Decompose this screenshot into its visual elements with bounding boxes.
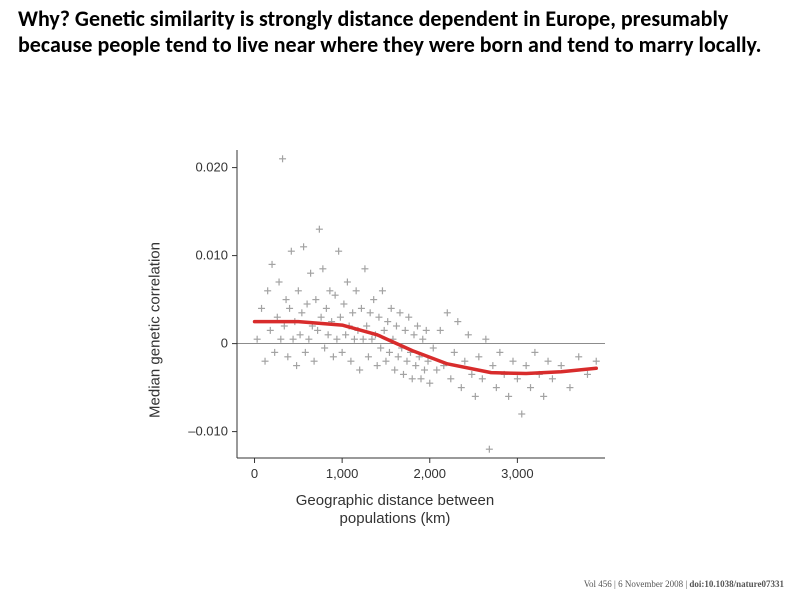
svg-text:0.020: 0.020 [195, 160, 228, 175]
svg-text:2,000: 2,000 [413, 466, 446, 481]
x-axis-label: Geographic distance betweenpopulations (… [296, 492, 494, 528]
svg-text:3,000: 3,000 [501, 466, 534, 481]
citation: Vol 456 | 6 November 2008 | doi:10.1038/… [584, 579, 784, 589]
x-axis-label-line1: Geographic distance betweenpopulations (… [296, 492, 494, 527]
citation-doi: doi:10.1038/nature07331 [689, 579, 784, 589]
svg-text:–0.010: –0.010 [188, 424, 228, 439]
svg-text:0.010: 0.010 [195, 248, 228, 263]
citation-prefix: Vol 456 | 6 November 2008 | [584, 579, 690, 589]
page-title: Why? Genetic similarity is strongly dist… [18, 6, 776, 59]
svg-text:1,000: 1,000 [326, 466, 359, 481]
scatter-chart: Median genetic correlation –0.01000.0100… [175, 140, 615, 520]
chart-svg: –0.010 0 0.010 0.020 0 1,000 2,000 3,000 [175, 140, 615, 520]
y-axis-label: Median genetic correlation [147, 242, 164, 418]
heading-text: Why? Genetic similarity is strongly dist… [18, 5, 761, 58]
svg-text:0: 0 [251, 466, 258, 481]
svg-text:0: 0 [221, 336, 228, 351]
